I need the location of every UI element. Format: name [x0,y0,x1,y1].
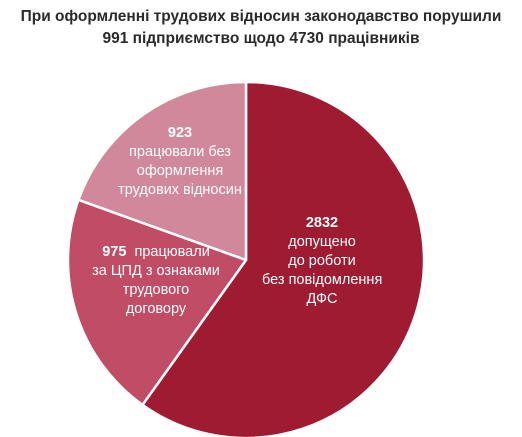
slice-text-2832-line-2: до роботи [288,253,356,269]
slice-text-975-line-1: працювали [134,244,210,260]
slice-text-2832-line-4: ДФС [306,291,338,307]
slice-text-2832-line-3: без повідомлення [262,272,383,288]
slice-text-975-line-3: трудового [122,282,190,298]
slice-text-975-line-2: за ЦПД з ознаками [92,263,220,279]
pie-slice-2832 [141,80,426,437]
pie-slice-975 [66,198,248,407]
slice-value-923: 923 [167,125,193,141]
chart-title: При оформленні трудових відносин законод… [0,6,522,50]
slice-label-2832: 2832 допущено до роботи без повідомлення… [262,214,382,309]
slice-text-923-line-2: оформлення [136,163,224,179]
slice-text-923-line-1: працювали без [129,144,231,160]
slice-value-975: 975 [102,244,127,260]
slice-label-975: 975 працювали за ЦПД з ознаками трудовог… [66,243,246,319]
slice-text-923-line-3: трудових відносин [118,182,242,198]
chart-title-line-2: 991 підприємство щодо 4730 працівників [102,30,420,47]
slice-label-923: 923 працювали без оформлення трудових ві… [110,124,250,200]
pie-slice-923 [77,80,248,262]
slice-text-2832-line-1: допущено [288,234,356,250]
slice-text-975-line-4: договору [125,301,187,317]
slice-value-2832: 2832 [305,215,339,231]
chart-title-line-1: При оформленні трудових відносин законод… [20,8,502,25]
